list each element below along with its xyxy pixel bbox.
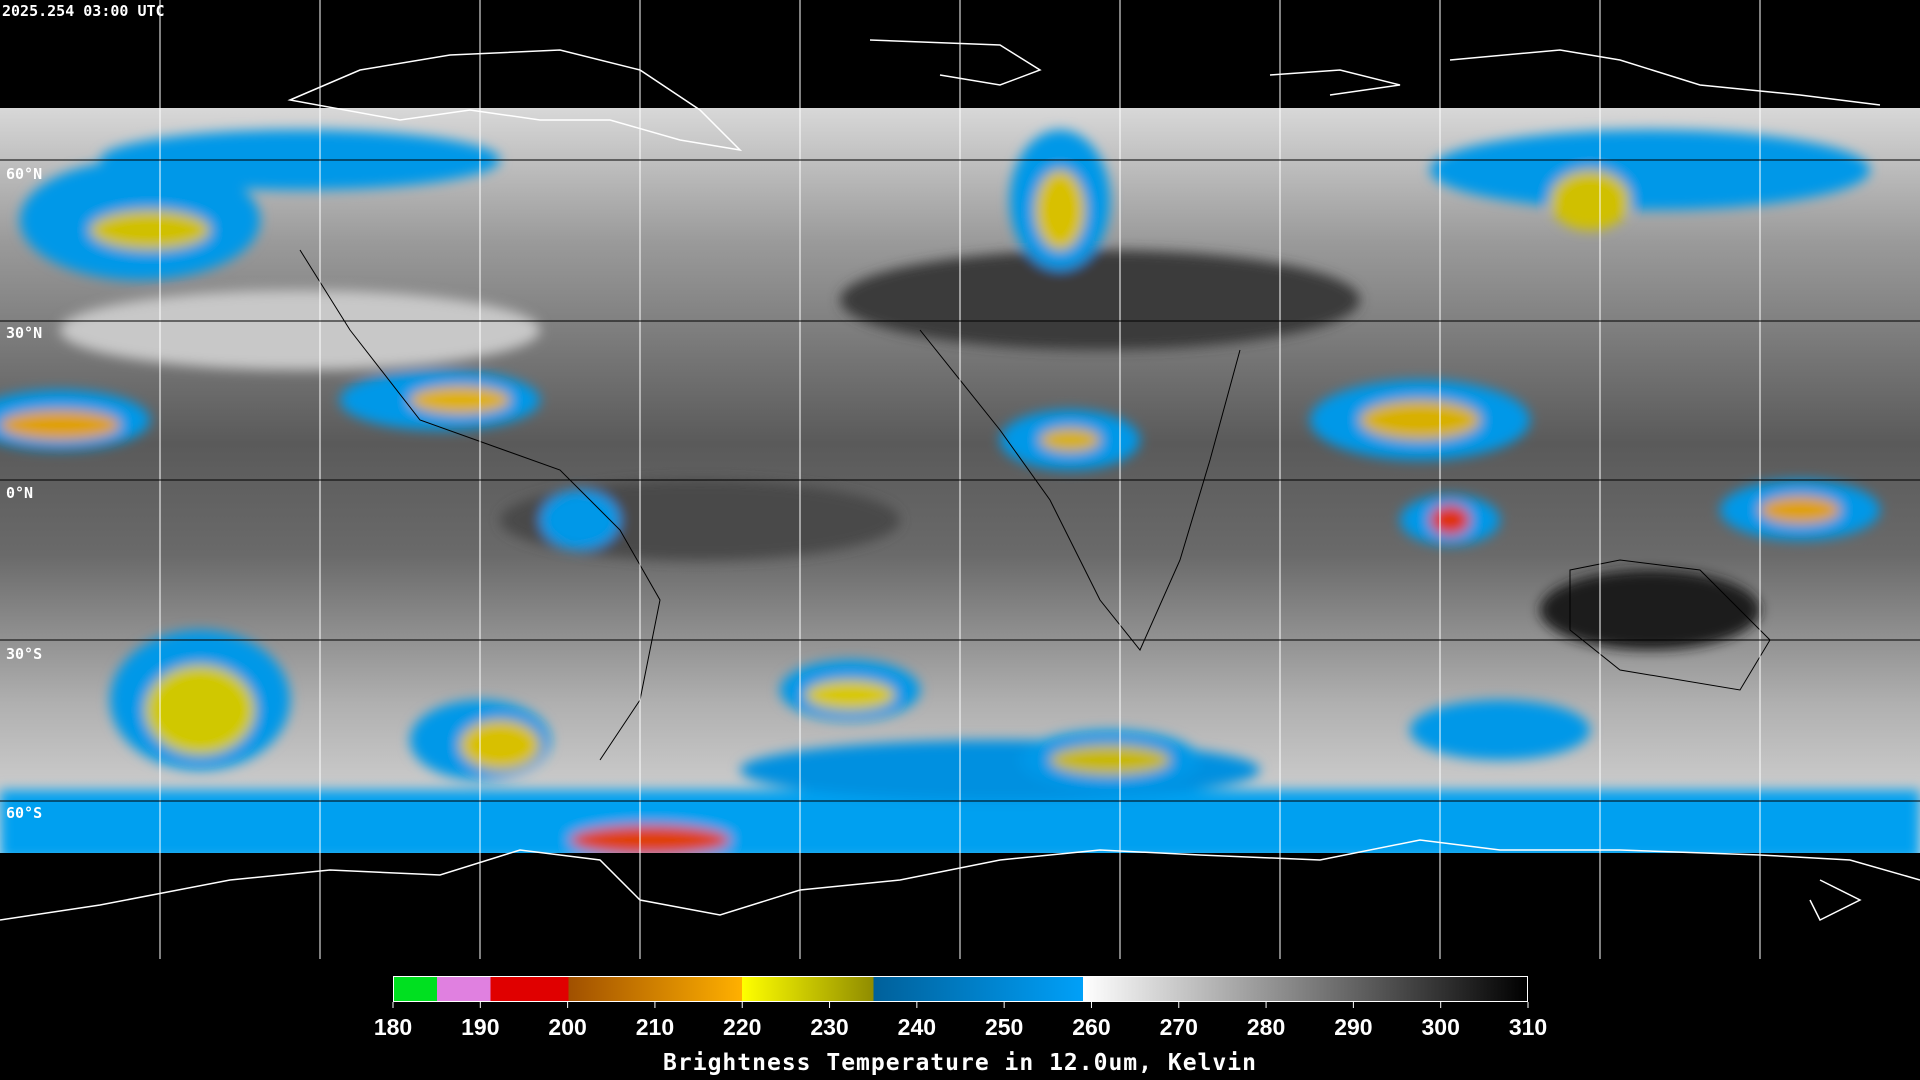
- tick-label: 300: [1422, 1014, 1460, 1040]
- tick-label: 210: [636, 1014, 674, 1040]
- timestamp: 2025.254 03:00 UTC: [2, 2, 165, 20]
- latitude-label: 60°S: [6, 804, 42, 822]
- tick-label: 190: [461, 1014, 499, 1040]
- latitude-label: 60°N: [6, 165, 42, 183]
- tick-label: 280: [1247, 1014, 1285, 1040]
- tick-label: 310: [1509, 1014, 1547, 1040]
- satellite-map: 2025.254 03:00 UTC 60°N 30°N 0°N 30°S 60…: [0, 0, 1920, 959]
- tick-label: 180: [374, 1014, 412, 1040]
- latitude-lines: [0, 159, 1920, 802]
- tick-label: 260: [1072, 1014, 1110, 1040]
- colorbar-title: Brightness Temperature in 12.0um, Kelvin: [663, 1050, 1257, 1076]
- coastlines: [0, 39, 1920, 922]
- tick-label: 250: [985, 1014, 1023, 1040]
- tick-label: 240: [898, 1014, 936, 1040]
- tick-label: 200: [548, 1014, 586, 1040]
- latitude-label: 0°N: [6, 484, 33, 502]
- tick-label: 230: [810, 1014, 848, 1040]
- latitude-label: 30°S: [6, 645, 42, 663]
- tick-label: 270: [1160, 1014, 1198, 1040]
- colorbar: [393, 976, 1528, 1002]
- tick-label: 220: [723, 1014, 761, 1040]
- tick-label: 290: [1334, 1014, 1372, 1040]
- latitude-label: 30°N: [6, 324, 42, 342]
